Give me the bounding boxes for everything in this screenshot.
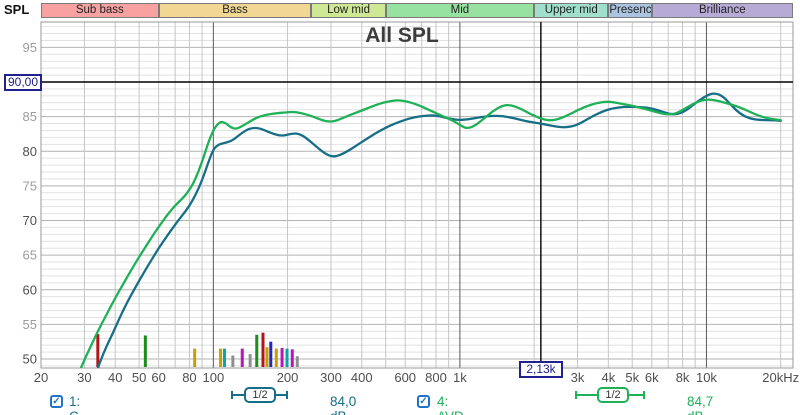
band-mid: Mid (385, 3, 535, 18)
svg-text:300: 300 (320, 370, 342, 385)
svg-text:50: 50 (23, 352, 37, 367)
trace-4-line-tick-right (643, 391, 645, 399)
band-upper-mid: Upper mid (534, 3, 609, 18)
svg-text:60: 60 (23, 282, 37, 297)
svg-text:4k: 4k (601, 370, 615, 385)
band-brilliance: Brilliance (651, 3, 793, 18)
svg-text:20: 20 (34, 370, 48, 385)
svg-text:65: 65 (23, 248, 37, 263)
trace-1-smoothing-badge[interactable]: 1/2 (244, 387, 276, 403)
band-sub-bass: Sub bass (41, 3, 159, 18)
band-presence: Presenc (608, 3, 652, 18)
trace-1-line-tick-left (231, 391, 233, 399)
svg-text:75: 75 (23, 178, 37, 193)
grid-horizontal (41, 26, 793, 367)
trace-1-checkbox[interactable]: ✓ (50, 395, 63, 408)
svg-text:50: 50 (132, 370, 146, 385)
svg-text:200: 200 (277, 370, 299, 385)
plot-border (40, 21, 794, 369)
svg-text:400: 400 (351, 370, 373, 385)
grid-vertical (83, 22, 782, 368)
svg-text:95: 95 (23, 40, 37, 55)
trace-4-line-tick-left (575, 391, 577, 399)
svg-text:8k: 8k (676, 370, 690, 385)
y-axis-labels: 50 55 60 65 70 75 80 85 95 (23, 40, 37, 367)
svg-text:80: 80 (23, 144, 37, 159)
trace-1-label[interactable]: 1: C (69, 394, 81, 415)
trace-4-cursor-value: 84,7 dB (687, 394, 714, 415)
svg-text:55: 55 (23, 317, 37, 332)
curve-1-c[interactable] (91, 92, 782, 387)
svg-text:600: 600 (394, 370, 416, 385)
svg-text:60: 60 (151, 370, 165, 385)
svg-text:10k: 10k (696, 370, 717, 385)
svg-text:80: 80 (182, 370, 196, 385)
trace-1-line-tick-right (286, 391, 288, 399)
band-bass: Bass (158, 3, 312, 18)
svg-text:20kHz: 20kHz (762, 370, 799, 385)
svg-text:100: 100 (202, 370, 224, 385)
curve-4-avd-au-milieu[interactable] (73, 98, 782, 387)
chart-title: All SPL (365, 24, 439, 47)
trace-4-checkbox[interactable]: ✓ (417, 395, 430, 408)
svg-text:70: 70 (23, 213, 37, 228)
distortion-bars (96, 332, 299, 367)
svg-text:6k: 6k (645, 370, 659, 385)
cursor-spl-readout[interactable]: 90,00 (4, 74, 42, 91)
svg-text:800: 800 (425, 370, 447, 385)
trace-4-label[interactable]: 4: AVD au milieu (437, 394, 464, 415)
cursor-crosshair[interactable] (41, 22, 793, 361)
trace-1-cursor-value: 84,0 dB (330, 394, 357, 415)
svg-text:5k: 5k (625, 370, 639, 385)
svg-text:85: 85 (23, 109, 37, 124)
trace-4-smoothing-badge[interactable]: 1/2 (597, 387, 629, 403)
x-axis-labels: 20 30 40 50 60 80 100 200 300 400 600 800 1k 3k 4k 5k 6k… (34, 370, 799, 385)
spl-curves (73, 92, 782, 387)
band-low-mid: Low mid (311, 3, 386, 18)
svg-text:30: 30 (77, 370, 91, 385)
svg-text:3k: 3k (571, 370, 585, 385)
cursor-freq-readout[interactable]: 2,13k (519, 361, 563, 378)
legend-bar: ✓ 1: C 1/2 84,0 dB ✓ 4: AVD au milieu 1/… (0, 387, 800, 415)
svg-text:40: 40 (108, 370, 122, 385)
svg-text:1k: 1k (453, 370, 467, 385)
y-axis-title: SPL (4, 2, 30, 17)
